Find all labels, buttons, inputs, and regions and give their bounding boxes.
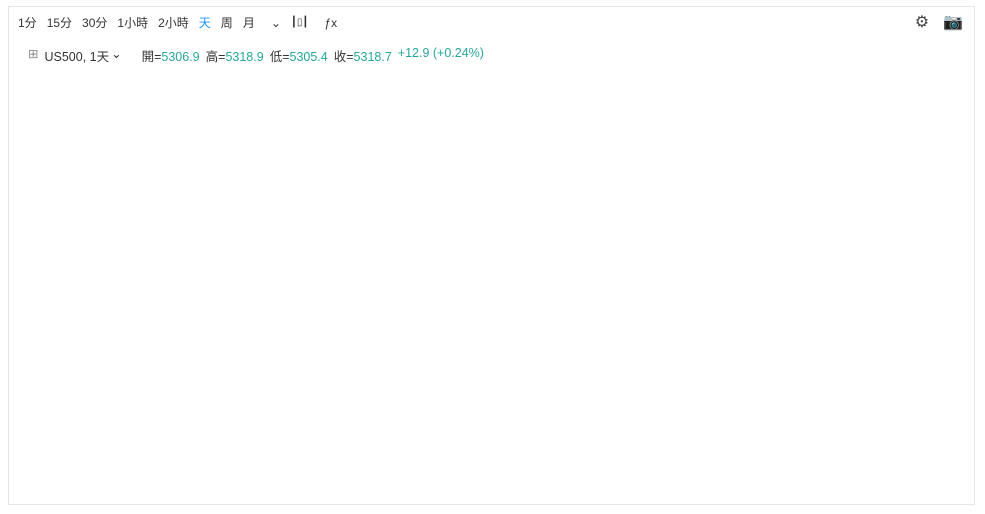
low-label: 低=	[269, 50, 290, 64]
candlestick-icon[interactable]: ┃▯┃	[290, 17, 309, 28]
timeframe-3[interactable]: 1小時	[117, 16, 149, 30]
layout-grid-icon[interactable]: ⊞	[28, 47, 39, 61]
close-value: 5318.7	[353, 50, 392, 64]
top-right-icons: ⚙ 📷	[915, 12, 963, 32]
symbol-selector[interactable]: US500, 1天	[44, 50, 110, 64]
timeframe-6[interactable]: 周	[220, 16, 233, 30]
open-value: 5306.9	[161, 50, 200, 64]
change-value: +12.9 (+0.24%)	[397, 46, 484, 60]
open-label: 開=	[141, 50, 162, 64]
chart-widget	[8, 6, 975, 505]
camera-snapshot-icon[interactable]: 📷	[943, 14, 963, 31]
timeframe-5[interactable]: 天	[198, 16, 211, 30]
high-value: 5318.9	[225, 50, 264, 64]
close-label: 收=	[333, 50, 354, 64]
timeframe-7[interactable]: 月	[242, 16, 255, 30]
timeframe-4[interactable]: 2小時	[158, 16, 189, 30]
timeframe-dropdown-chevron-icon[interactable]: ⌄	[270, 15, 281, 30]
high-label: 高=	[205, 50, 226, 64]
ohlc-legend: ⊞ US500, 1天 ⌄ 開=5306.9 高=5318.9 低=5305.4 …	[28, 46, 484, 64]
timeframe-2[interactable]: 30分	[82, 16, 108, 30]
low-value: 5305.4	[289, 50, 328, 64]
settings-gear-icon[interactable]: ⚙	[914, 14, 930, 31]
timeframe-1[interactable]: 15分	[46, 16, 73, 30]
timeframe-0[interactable]: 1分	[18, 16, 37, 30]
indicators-fx-icon[interactable]: ƒx	[324, 15, 338, 30]
toolbar: 1分 15分 30分 1小時 2小時天周月 ⌄ ┃▯┃ ƒx	[18, 14, 347, 31]
